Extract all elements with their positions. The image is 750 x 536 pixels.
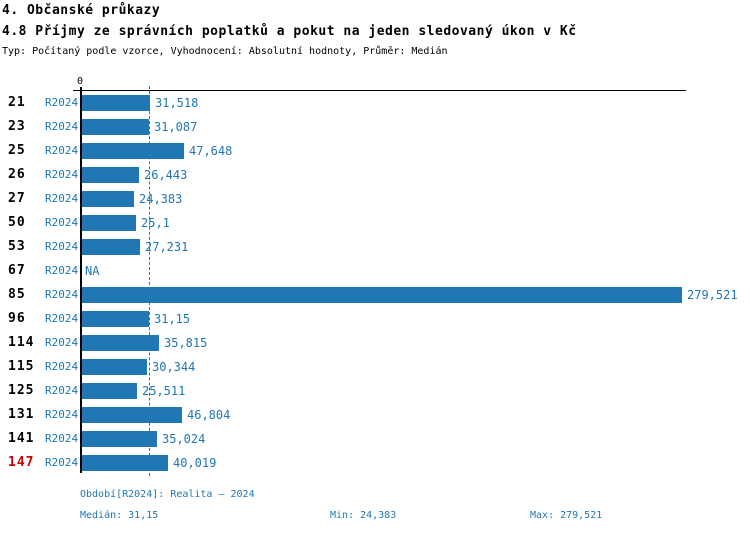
chart-row: 96 R2024 31,15: [0, 311, 750, 327]
row-category-label: 27: [8, 191, 26, 206]
chart-row: 85 R2024 279,521: [0, 287, 750, 303]
row-period-label: R2024: [45, 288, 79, 301]
value-label: 31,15: [154, 312, 191, 326]
value-label: 31,518: [155, 96, 199, 110]
chart-title: 4.8 Příjmy ze správních poplatků a pokut…: [2, 24, 577, 39]
value-bar: [82, 407, 182, 423]
chart-rows: 21 R2024 31,518 23 R2024 31,087 25 R2024 47,648 2…: [0, 78, 750, 478]
row-period-label: R2024: [45, 408, 79, 421]
chart-row: 141 R2024 35,024: [0, 431, 750, 447]
bar-chart: 0 21 R2024 31,518 23 R2024 31,087 25 R2024 47,64…: [0, 76, 750, 488]
value-label: 27,231: [145, 240, 189, 254]
chart-row: 26 R2024 26,443: [0, 167, 750, 183]
row-period-label: R2024: [45, 312, 79, 325]
x-axis-line: [73, 90, 686, 91]
row-period-label: R2024: [45, 264, 79, 277]
value-bar: [82, 383, 137, 399]
value-label: 24,383: [139, 192, 183, 206]
row-period-label: R2024: [45, 96, 79, 109]
value-bar: [82, 287, 682, 303]
row-category-label: 141: [8, 431, 35, 446]
row-category-label: 96: [8, 311, 26, 326]
chart-row: 50 R2024 25,1: [0, 215, 750, 231]
row-category-label: 53: [8, 239, 26, 254]
row-period-label: R2024: [45, 144, 79, 157]
row-period-label: R2024: [45, 168, 79, 181]
row-period-label: R2024: [45, 240, 79, 253]
value-bar: [82, 167, 139, 183]
chart-row: 147 R2024 40,019: [0, 455, 750, 471]
row-period-label: R2024: [45, 432, 79, 445]
row-period-label: R2024: [45, 336, 79, 349]
median-stat: Medián: 31,15: [80, 510, 159, 521]
row-period-label: R2024: [45, 192, 79, 205]
value-bar: [82, 431, 157, 447]
period-legend: Období[R2024]: Realita – 2024: [80, 489, 255, 500]
chart-row: 125 R2024 25,511: [0, 383, 750, 399]
value-label: 35,815: [164, 336, 208, 350]
row-category-label: 131: [8, 407, 35, 422]
value-bar: [82, 359, 147, 375]
chart-row: 21 R2024 31,518: [0, 95, 750, 111]
chart-row: 27 R2024 24,383: [0, 191, 750, 207]
row-category-label: 115: [8, 359, 35, 374]
value-label: 26,443: [144, 168, 188, 182]
report-section-title: 4. Občanské průkazy: [2, 3, 161, 18]
chart-row: 67 R2024 NA: [0, 263, 750, 279]
row-category-label: 25: [8, 143, 26, 158]
row-period-label: R2024: [45, 360, 79, 373]
value-label: NA: [85, 264, 100, 278]
row-category-label: 26: [8, 167, 26, 182]
value-bar: [82, 335, 159, 351]
median-reference-line: [149, 86, 150, 476]
row-period-label: R2024: [45, 456, 79, 469]
value-bar: [82, 143, 184, 159]
row-category-label: 21: [8, 95, 26, 110]
value-bar: [82, 191, 134, 207]
value-label: 25,511: [142, 384, 186, 398]
row-category-label: 147: [8, 455, 35, 470]
chart-row: 115 R2024 30,344: [0, 359, 750, 375]
row-period-label: R2024: [45, 120, 79, 133]
chart-row: 131 R2024 46,804: [0, 407, 750, 423]
min-stat: Min: 24,383: [330, 510, 397, 521]
value-label: 35,024: [162, 432, 206, 446]
x-axis-zero-tick-label: 0: [76, 76, 84, 87]
value-label: 47,648: [189, 144, 233, 158]
value-label: 30,344: [152, 360, 196, 374]
row-category-label: 125: [8, 383, 35, 398]
value-bar: [82, 455, 168, 471]
row-period-label: R2024: [45, 384, 79, 397]
y-axis-line: [80, 87, 82, 473]
chart-meta-info: Typ: Počítaný podle vzorce, Vyhodnocení:…: [2, 46, 448, 57]
value-bar: [82, 239, 140, 255]
max-stat: Max: 279,521: [530, 510, 603, 521]
row-category-label: 114: [8, 335, 35, 350]
value-label: 279,521: [687, 288, 738, 302]
value-bar: [82, 95, 150, 111]
value-label: 40,019: [173, 456, 217, 470]
row-category-label: 23: [8, 119, 26, 134]
row-period-label: R2024: [45, 216, 79, 229]
chart-row: 53 R2024 27,231: [0, 239, 750, 255]
chart-row: 114 R2024 35,815: [0, 335, 750, 351]
row-category-label: 85: [8, 287, 26, 302]
value-label: 31,087: [154, 120, 198, 134]
value-bar: [82, 119, 149, 135]
chart-row: 23 R2024 31,087: [0, 119, 750, 135]
value-label: 25,1: [141, 216, 170, 230]
value-bar: [82, 311, 149, 327]
row-category-label: 50: [8, 215, 26, 230]
value-bar: [82, 215, 136, 231]
value-label: 46,804: [187, 408, 231, 422]
row-category-label: 67: [8, 263, 26, 278]
chart-row: 25 R2024 47,648: [0, 143, 750, 159]
